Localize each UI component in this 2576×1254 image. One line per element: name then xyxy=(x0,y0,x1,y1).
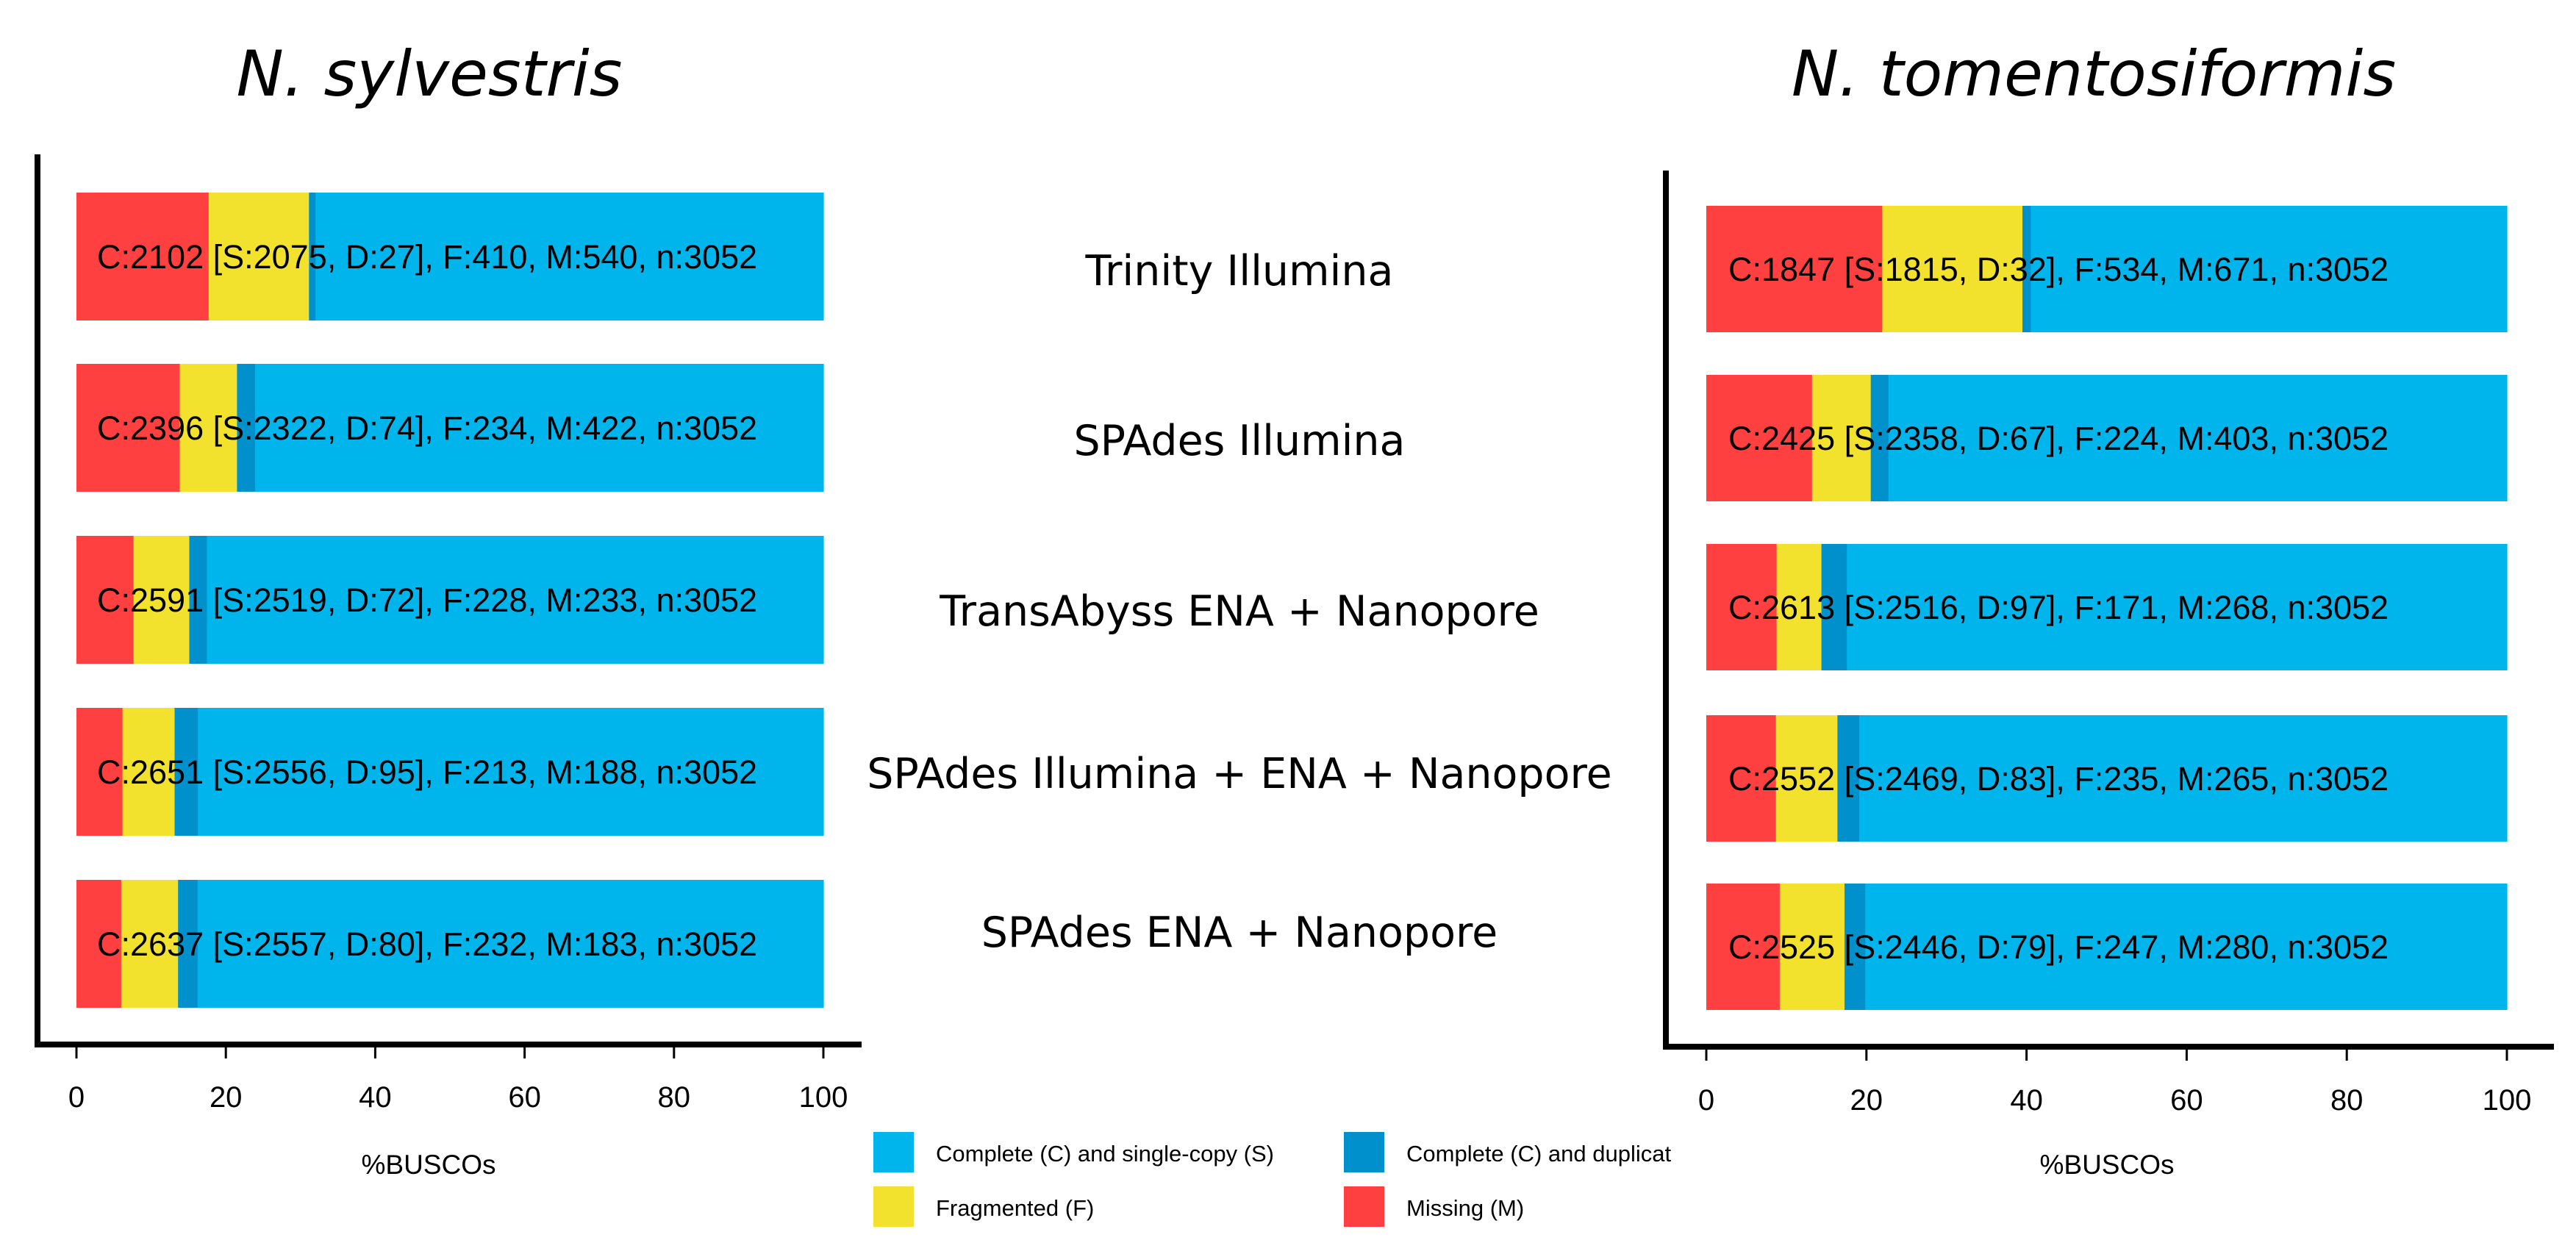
right-bar-label: C:2613 [S:2516, D:97], F:171, M:268, n:3… xyxy=(1728,589,2389,626)
left-bar-segment-single xyxy=(255,364,824,492)
legend-swatch-fragmented xyxy=(873,1186,914,1227)
left-bar-label: C:2637 [S:2557, D:80], F:232, M:183, n:3… xyxy=(97,925,757,963)
right-bar-segment-fragmented xyxy=(1882,206,2023,332)
right-bar-label: C:2425 [S:2358, D:67], F:224, M:403, n:3… xyxy=(1728,420,2389,457)
left-bar-segment-missing xyxy=(76,536,135,664)
right-bar-segment-missing xyxy=(1706,544,1778,670)
right-x-ticks: 0 20 40 60 80 100 xyxy=(1698,1049,2532,1117)
legend-label-fragmented: Fragmented (F) xyxy=(936,1195,1094,1221)
left-bar-segment-duplicated xyxy=(178,880,198,1008)
right-x-tick-label: 40 xyxy=(2010,1084,2043,1117)
left-bar-segment-single xyxy=(198,708,824,836)
left-bar-segment-single xyxy=(197,880,824,1008)
right-bar-segment-single xyxy=(1847,544,2508,670)
left-x-tick-label: 40 xyxy=(359,1081,392,1114)
right-x-axis-label: %BUSCOs xyxy=(2040,1150,2175,1180)
left-bar-segment-duplicated xyxy=(237,364,256,492)
right-x-tick-label: 60 xyxy=(2170,1084,2203,1117)
right-bar-segment-single xyxy=(2031,206,2508,332)
category-label: SPAdes ENA + Nanopore xyxy=(981,909,1498,957)
left-bar-segment-fragmented xyxy=(179,364,237,492)
panel-title-right: N. tomentosiformis xyxy=(1792,37,2396,111)
legend-swatch-single xyxy=(873,1132,914,1172)
left-bar-segment-fragmented xyxy=(208,193,310,320)
left-bar-segment-duplicated xyxy=(189,536,208,664)
left-x-tick-label: 80 xyxy=(658,1081,691,1114)
right-bar-label: C:1847 [S:1815, D:32], F:534, M:671, n:3… xyxy=(1728,251,2389,288)
right-bar-segment-single xyxy=(1888,375,2508,501)
right-bars: C:1847 [S:1815, D:32], F:534, M:671, n:3… xyxy=(1706,206,2508,1010)
right-x-tick-label: 100 xyxy=(2483,1084,2532,1117)
right-bar-segment-duplicated xyxy=(1870,375,1889,501)
left-bar-segment-fragmented xyxy=(133,536,190,664)
left-bars: C:2102 [S:2075, D:27], F:410, M:540, n:3… xyxy=(76,193,824,1008)
left-bar-segment-fragmented xyxy=(121,880,179,1008)
right-bar-segment-missing xyxy=(1706,206,1883,332)
right-bar-segment-single xyxy=(1859,715,2508,842)
left-axes xyxy=(35,154,862,1047)
right-bar-segment-duplicated xyxy=(1837,715,1860,842)
legend-label-missing: Missing (M) xyxy=(1406,1195,1524,1221)
right-bar-segment-duplicated xyxy=(2022,206,2031,332)
left-bar-segment-duplicated xyxy=(174,708,198,836)
panel-title-left: N. sylvestris xyxy=(237,37,623,111)
right-x-tick-label: 80 xyxy=(2330,1084,2364,1117)
left-bar-segment-missing xyxy=(76,364,181,492)
left-bar-label: C:2651 [S:2556, D:95], F:213, M:188, n:3… xyxy=(97,753,757,791)
right-bar-segment-missing xyxy=(1706,375,1813,501)
left-bar-segment-single xyxy=(207,536,824,664)
right-bar-segment-single xyxy=(1865,884,2508,1010)
legend-swatch-duplicated xyxy=(1344,1132,1384,1172)
left-x-tick-label: 60 xyxy=(508,1081,541,1114)
legend-label-single: Complete (C) and single-copy (S) xyxy=(936,1141,1274,1167)
right-axes xyxy=(1663,171,2554,1050)
left-bar-segment-missing xyxy=(76,708,124,836)
left-x-ticks: 0 20 40 60 80 100 xyxy=(68,1047,848,1114)
right-bar-label: C:2552 [S:2469, D:83], F:235, M:265, n:3… xyxy=(1728,760,2389,798)
left-bar-segment-fragmented xyxy=(122,708,176,836)
legend-label-duplicated: Complete (C) and duplicat xyxy=(1406,1141,1672,1167)
left-x-axis-label: %BUSCOs xyxy=(362,1150,496,1180)
left-bar-label: C:2396 [S:2322, D:74], F:234, M:422, n:3… xyxy=(97,409,757,447)
legend-swatch-missing xyxy=(1344,1186,1384,1227)
legend: Complete (C) and single-copy (S) Complet… xyxy=(873,1132,1672,1227)
category-label: SPAdes Illumina + ENA + Nanopore xyxy=(867,750,1612,798)
right-x-tick-label: 20 xyxy=(1850,1084,1883,1117)
right-bar-segment-missing xyxy=(1706,715,1777,842)
category-label: SPAdes Illumina xyxy=(1074,417,1406,465)
right-bar-segment-fragmented xyxy=(1775,715,1839,842)
left-bar-segment-single xyxy=(315,193,824,320)
left-x-tick-label: 20 xyxy=(210,1081,243,1114)
left-bar-segment-missing xyxy=(76,193,210,320)
right-bar-segment-duplicated xyxy=(1845,884,1866,1010)
category-labels: Trinity Illumina SPAdes Illumina TransAb… xyxy=(867,247,1612,957)
right-bar-segment-missing xyxy=(1706,884,1781,1010)
right-bar-segment-fragmented xyxy=(1811,375,1872,501)
right-bar-segment-fragmented xyxy=(1779,884,1845,1010)
left-x-tick-label: 0 xyxy=(68,1081,85,1114)
category-label: TransAbyss ENA + Nanopore xyxy=(939,587,1539,636)
category-label: Trinity Illumina xyxy=(1085,247,1394,295)
left-bar-label: C:2102 [S:2075, D:27], F:410, M:540, n:3… xyxy=(97,238,757,276)
left-bar-segment-duplicated xyxy=(309,193,316,320)
left-bar-segment-missing xyxy=(76,880,122,1008)
left-x-tick-label: 100 xyxy=(799,1081,848,1114)
right-bar-label: C:2525 [S:2446, D:79], F:247, M:280, n:3… xyxy=(1728,928,2389,966)
right-bar-segment-duplicated xyxy=(1821,544,1847,670)
right-x-tick-label: 0 xyxy=(1698,1084,1714,1117)
left-bar-label: C:2591 [S:2519, D:72], F:228, M:233, n:3… xyxy=(97,581,757,619)
right-bar-segment-fragmented xyxy=(1776,544,1822,670)
